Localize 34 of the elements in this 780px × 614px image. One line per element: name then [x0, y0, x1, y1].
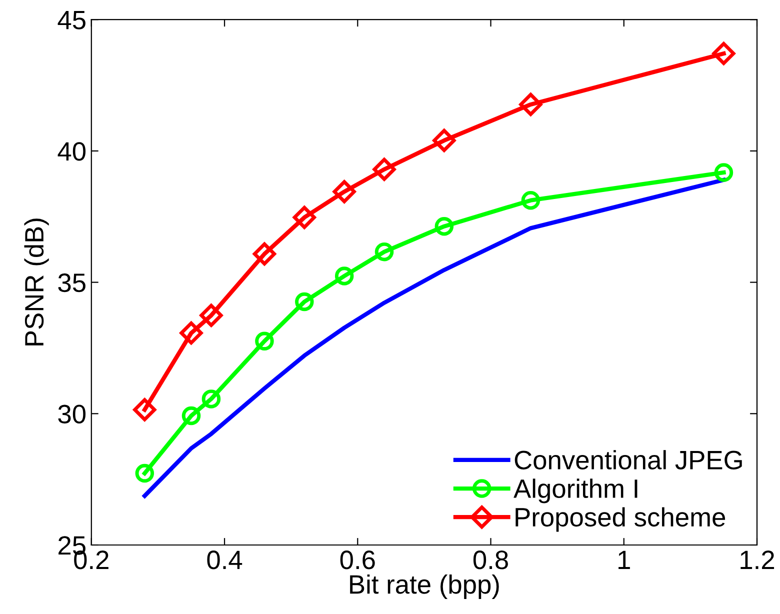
x-axis-title: Bit rate (bpp) [350, 574, 499, 600]
point [519, 92, 542, 116]
legend-label: Conventional JPEG [514, 450, 742, 470]
legend-label: Algorithm I [514, 478, 638, 504]
y-tick-label: 45 [58, 11, 86, 30]
point [292, 206, 316, 229]
point [295, 292, 314, 312]
x-tick-label: 1 [618, 550, 630, 569]
point [374, 242, 394, 262]
point [255, 332, 274, 351]
x-tick-label: 0.6 [340, 550, 375, 570]
y-tick-label: 30 [58, 404, 86, 424]
point [135, 464, 154, 483]
point [521, 190, 540, 210]
point [182, 406, 201, 426]
y-axis-title: PSNR (dB) [24, 218, 49, 346]
point [434, 216, 454, 236]
point [252, 242, 276, 266]
x-tick-label: 1.2 [740, 550, 774, 569]
point [332, 180, 356, 204]
point [334, 266, 354, 286]
point [180, 321, 203, 345]
point [202, 390, 221, 408]
legend-label: Proposed scheme [516, 507, 726, 532]
x-tick-label: 0.4 [207, 550, 242, 570]
x-tick-label: 0.8 [473, 550, 508, 570]
point [133, 398, 156, 422]
point [432, 128, 456, 152]
y-tick-label: 35 [58, 273, 86, 292]
point [372, 158, 396, 181]
point [714, 163, 734, 182]
point [712, 42, 736, 66]
point [200, 304, 223, 327]
y-tick-label: 40 [58, 142, 86, 161]
